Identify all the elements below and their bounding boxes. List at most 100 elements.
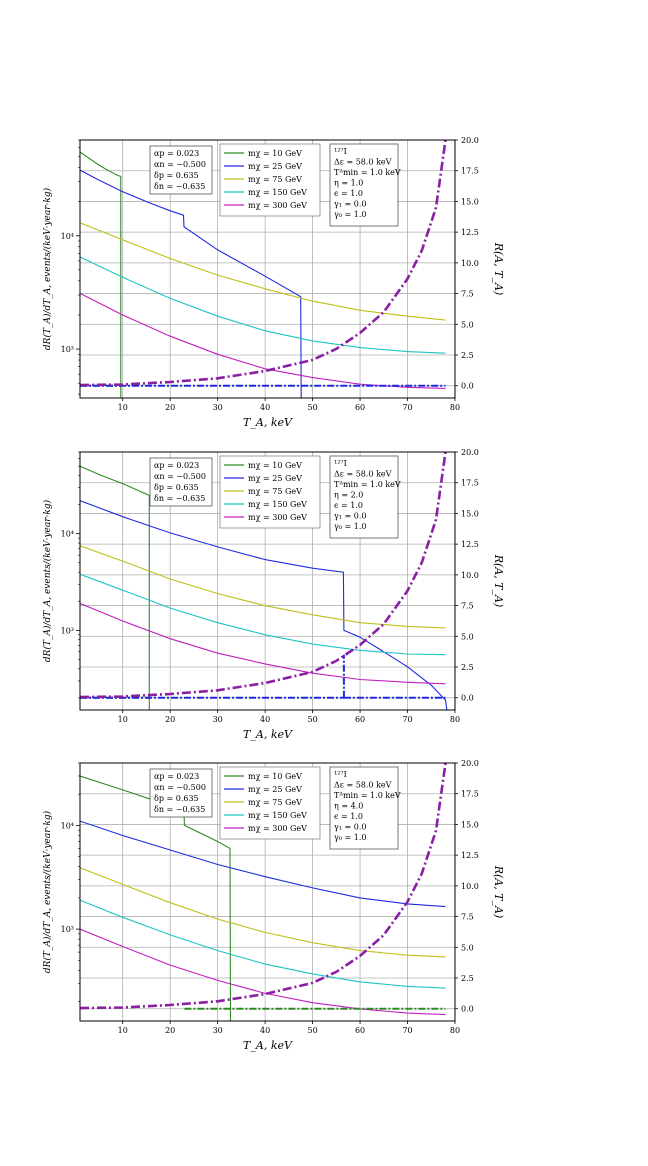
y-axis-label: dR(T_A)/dT_A, events/(keV·year·kg) [42, 810, 53, 973]
params-box-line: αn = −0.500 [154, 160, 206, 169]
info-box-line: ¹²⁷I [334, 770, 347, 779]
y-tick-label: 10³ [61, 626, 74, 635]
x-tick-label: 40 [260, 1026, 270, 1035]
x-tick-label: 70 [402, 715, 412, 724]
x-tick-label: 10 [118, 1026, 128, 1035]
legend-frame [219, 143, 321, 217]
y2-tick-label: 2.5 [461, 351, 474, 360]
series-line-1 [80, 775, 232, 1021]
params-box-frame [149, 457, 213, 507]
legend-label: mχ = 25 GeV [248, 474, 302, 483]
info-box-frame [329, 455, 399, 539]
info-box-line: γ₀ = 1.0 [334, 210, 367, 219]
y2-tick-label: 0.0 [461, 1005, 474, 1014]
y-tick-label: 10⁴ [61, 821, 74, 830]
x-tick-label: 20 [165, 1026, 175, 1035]
params-box-line: δn = −0.635 [154, 494, 205, 503]
params-box: αp = 0.023 αn = −0.500 δp = 0.635 δn = −0.6… [149, 768, 213, 818]
info-box-line: Δε = 58.0 keV [334, 781, 392, 790]
y2-tick-label: 12.5 [461, 540, 479, 549]
series-line-1 [80, 151, 122, 398]
y2-tick-label: 7.5 [461, 290, 474, 299]
y2-tick-label: 10.0 [461, 571, 479, 580]
y2-tick-label: 2.5 [461, 663, 474, 672]
x-tick-label: 70 [402, 403, 412, 412]
y2-tick-label: 10.0 [461, 259, 479, 268]
y-axis-label: dR(T_A)/dT_A, events/(keV·year·kg) [42, 499, 53, 662]
chart-panel-1: 0.0 2.5 5.0 7.5 10.0 12.5 15.0 17.5 20.0 10³ 10⁴ 10… [42, 136, 505, 429]
y2-tick-label: 15.0 [461, 197, 479, 206]
y2-tick-label: 20.0 [461, 448, 479, 457]
x-tick-label: 80 [450, 715, 460, 724]
info-box-line: η = 2.0 [334, 491, 363, 500]
legend-label: mχ = 150 GeV [248, 811, 307, 820]
x-tick-label: 30 [213, 403, 223, 412]
legend-label: mχ = 10 GeV [248, 772, 302, 781]
x-tick-label: 60 [355, 403, 365, 412]
info-box-frame [329, 766, 399, 850]
info-box-line: ϵ = 1.0 [334, 189, 363, 198]
x-tick-label: 60 [355, 715, 365, 724]
legend-frame [219, 766, 321, 840]
info-box-frame [329, 143, 399, 227]
legend-frame [219, 455, 321, 529]
plot-area [80, 763, 447, 1021]
info-box-line: Tᴬmin = 1.0 keV [334, 480, 401, 489]
y2-tick-label: 5.0 [461, 943, 474, 952]
plot-frame [79, 451, 456, 711]
series-line-5 [80, 292, 446, 389]
y-tick-label: 10³ [61, 925, 74, 934]
info-box-line: Δε = 58.0 keV [334, 158, 392, 167]
y2-tick-label: 17.5 [461, 479, 479, 488]
y2-tick-label: 0.0 [461, 382, 474, 391]
legend-label: mχ = 300 GeV [248, 201, 307, 210]
y-axis-label: dR(T_A)/dT_A, events/(keV·year·kg) [42, 187, 53, 350]
y2-axis-label: R(A, T_A) [492, 242, 505, 296]
info-box-line: γ₁ = 0.0 [334, 512, 367, 521]
params-box-frame [149, 768, 213, 818]
info-box-line: ϵ = 1.0 [334, 501, 363, 510]
params-box-line: δn = −0.635 [154, 805, 205, 814]
y-tick-label: 10³ [61, 345, 74, 354]
params-box-line: αp = 0.023 [154, 772, 199, 781]
legend: mχ = 10 GeV mχ = 25 GeV mχ = 75 GeV mχ = 15… [219, 766, 321, 840]
y-tick-label: 10⁴ [61, 232, 74, 241]
params-box-line: αp = 0.023 [154, 149, 199, 158]
x-axis-label: T_A, keV [243, 1039, 293, 1052]
y2-tick-label: 15.0 [461, 509, 479, 518]
legend-label: mχ = 300 GeV [248, 513, 307, 522]
x-tick-label: 50 [308, 403, 318, 412]
legend-label: mχ = 10 GeV [248, 149, 302, 158]
y2-tick-label: 7.5 [461, 913, 474, 922]
legend-label: mχ = 25 GeV [248, 162, 302, 171]
info-box-line: ¹²⁷I [334, 147, 347, 156]
y2-tick-label: 15.0 [461, 820, 479, 829]
x-tick-label: 30 [213, 715, 223, 724]
series-line-3 [80, 545, 446, 629]
ratio-curve [80, 140, 447, 387]
y2-tick-label: 20.0 [461, 759, 479, 768]
series-line-3 [80, 867, 446, 958]
legend: mχ = 10 GeV mχ = 25 GeV mχ = 75 GeV mχ = 15… [219, 143, 321, 217]
params-box: αp = 0.023 αn = −0.500 δp = 0.635 δn = −0.6… [149, 457, 213, 507]
x-tick-label: 10 [118, 715, 128, 724]
series-line-2 [80, 169, 302, 398]
legend-label: mχ = 75 GeV [248, 487, 302, 496]
plot-area [80, 140, 447, 398]
y2-tick-label: 12.5 [461, 228, 479, 237]
x-tick-label: 20 [165, 715, 175, 724]
series-line-3 [80, 222, 446, 321]
x-axis-label: T_A, keV [243, 728, 293, 741]
y2-tick-label: 20.0 [461, 136, 479, 145]
series-line-4 [80, 573, 446, 656]
x-tick-label: 50 [308, 1026, 318, 1035]
legend-label: mχ = 25 GeV [248, 785, 302, 794]
series-line-4 [80, 256, 446, 354]
info-box-line: γ₀ = 1.0 [334, 522, 367, 531]
y2-tick-label: 17.5 [461, 790, 479, 799]
params-box: αp = 0.023 αn = −0.500 δp = 0.635 δn = −0.6… [149, 145, 213, 195]
series-line-1 [80, 465, 150, 710]
